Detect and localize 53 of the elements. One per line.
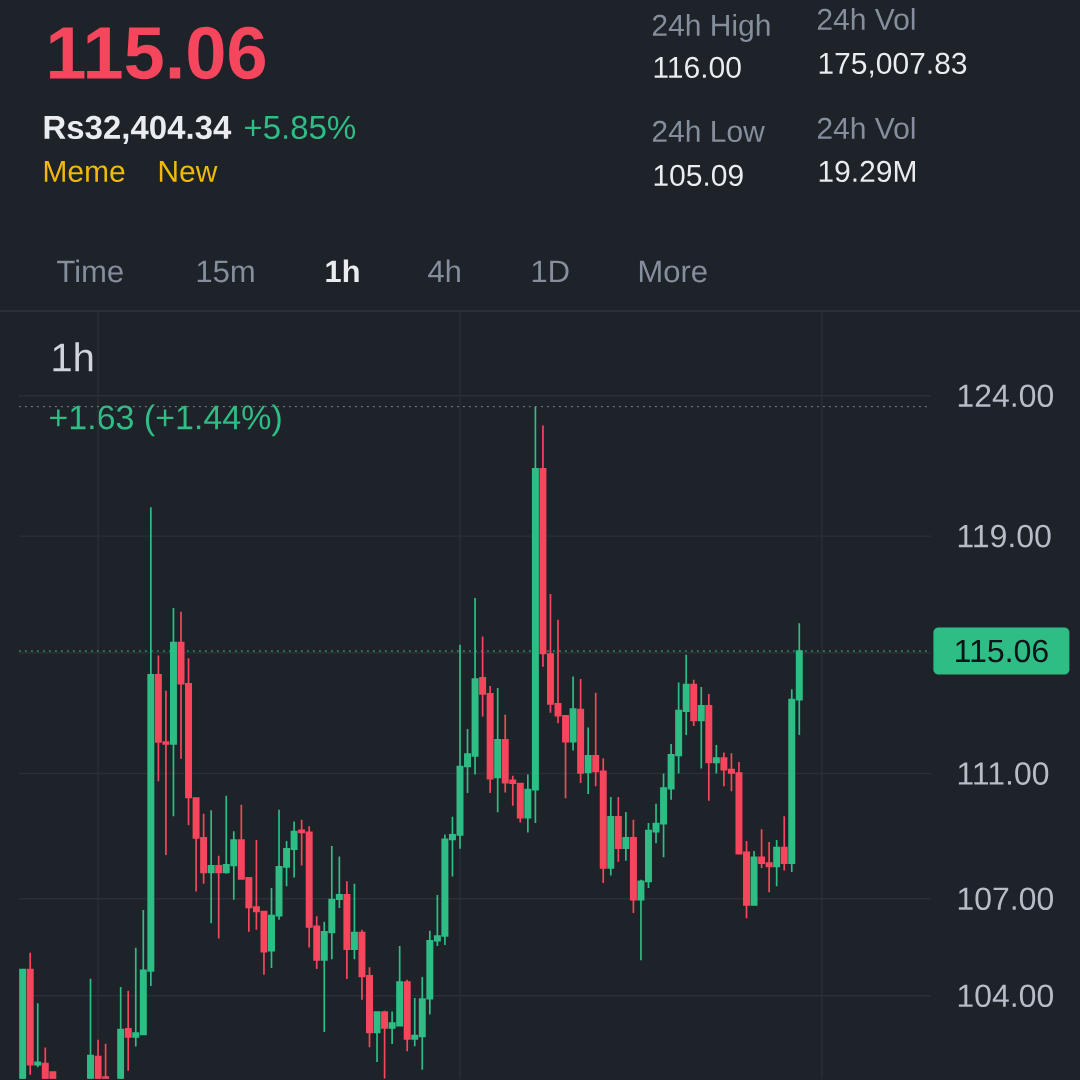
candlestick — [690, 679, 698, 727]
candlestick — [124, 989, 132, 1072]
candlestick — [494, 687, 502, 814]
candlestick — [614, 796, 622, 863]
text: New — [159, 161, 218, 183]
text: 1D — [532, 260, 569, 283]
text: 1h — [326, 259, 359, 283]
text: 24h Vol — [817, 7, 915, 30]
text: 24h Vol — [817, 116, 915, 140]
text: +5.85% — [245, 115, 356, 140]
candlestick — [87, 977, 95, 1079]
candlestick — [629, 818, 637, 914]
candlestick — [622, 811, 630, 862]
candlestick — [343, 880, 351, 980]
y-tick-label: 111.00 — [958, 762, 1049, 785]
candlestick — [607, 796, 615, 877]
candlestick — [403, 978, 411, 1053]
text: Time — [57, 259, 123, 283]
text: 19.29M — [819, 160, 915, 183]
candlestick — [712, 744, 720, 775]
y-tick-label: 107.00 — [958, 887, 1053, 911]
candlestick — [697, 686, 705, 770]
candlestick — [34, 1002, 42, 1069]
y-tick-label: 119.00 — [958, 524, 1051, 548]
candlestick — [773, 839, 781, 888]
text: Meme — [44, 161, 125, 183]
annotation: +1.63 (+1.44%) — [50, 404, 281, 437]
text: 1h — [53, 342, 93, 372]
candlestick — [750, 850, 758, 906]
y-tick-label: 124.00 — [958, 384, 1053, 408]
text: 105.09 — [654, 164, 743, 187]
candlestick — [584, 726, 592, 795]
candlestick — [215, 854, 223, 940]
text: 24h Low — [652, 119, 765, 143]
candlestick — [577, 678, 585, 784]
text: 24h High — [652, 13, 770, 42]
text: 15m — [197, 260, 254, 283]
text: Rs32,404.34 — [44, 115, 232, 144]
text: 175,007.83 — [819, 52, 967, 78]
candlestick — [117, 986, 125, 1079]
candlestick — [569, 675, 577, 752]
text: 4h — [428, 259, 460, 283]
text: More — [639, 260, 707, 283]
candlestick — [26, 951, 34, 1076]
candlestick — [780, 815, 788, 872]
y-tick-label: 104.00 — [958, 984, 1053, 1008]
candlestick — [350, 882, 358, 961]
ref-line-label: 115.06 — [956, 639, 1048, 663]
text: 116.00 — [654, 56, 741, 79]
candlestick — [705, 693, 713, 802]
candlestick — [373, 1011, 381, 1063]
candlestick — [207, 809, 215, 924]
text: 115.06 — [50, 26, 265, 80]
